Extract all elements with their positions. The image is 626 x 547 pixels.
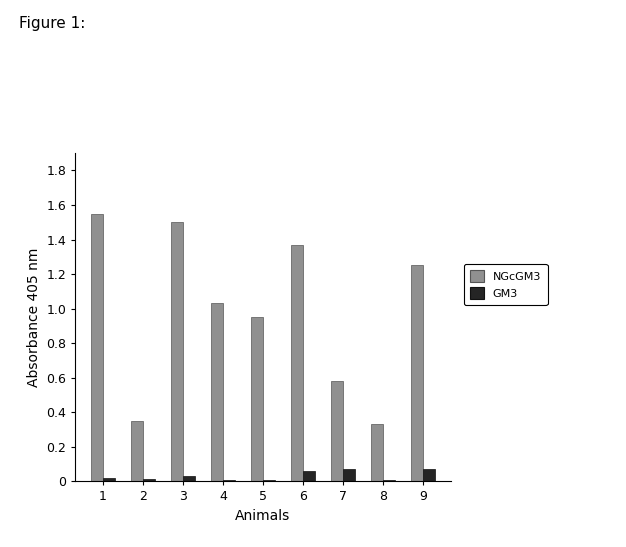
Bar (423, 469, 434, 481)
Bar (211, 304, 223, 481)
Bar (382, 480, 395, 481)
Bar (183, 476, 195, 481)
Bar (91, 214, 103, 481)
X-axis label: Animals: Animals (235, 509, 290, 523)
Bar (263, 480, 275, 481)
Bar (331, 381, 343, 481)
Bar (303, 471, 315, 481)
Bar (143, 479, 155, 481)
Bar (103, 478, 115, 481)
Y-axis label: Absorbance 405 nm: Absorbance 405 nm (26, 248, 41, 387)
Legend: NGcGM3, GM3: NGcGM3, GM3 (464, 264, 548, 305)
Bar (171, 222, 183, 481)
Bar (131, 421, 143, 481)
Bar (411, 265, 423, 481)
Bar (343, 469, 355, 481)
Bar (251, 317, 263, 481)
Bar (223, 480, 235, 481)
Bar (291, 245, 303, 481)
Text: Figure 1:: Figure 1: (19, 16, 85, 31)
Bar (371, 424, 382, 481)
